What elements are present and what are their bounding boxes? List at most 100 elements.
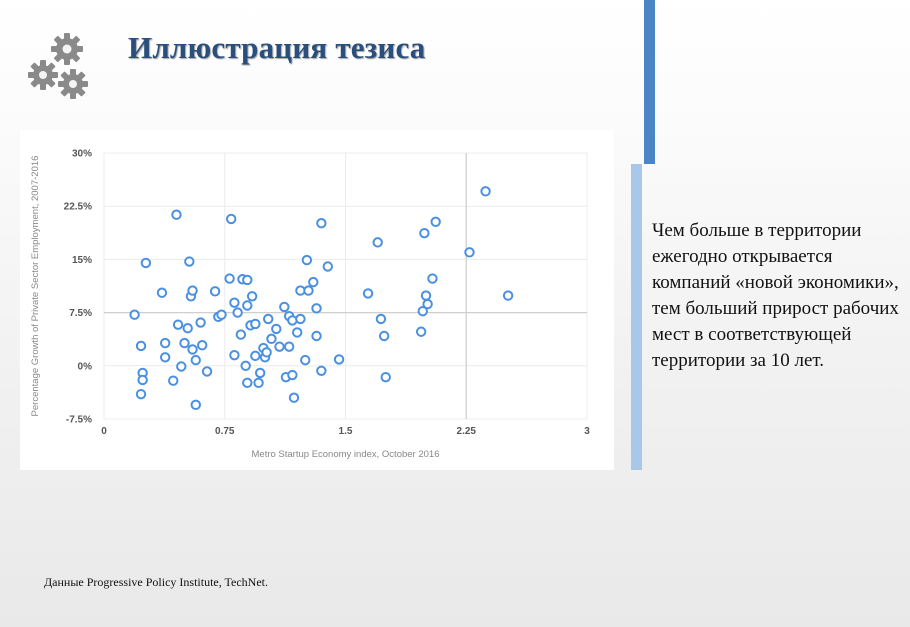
- data-point: [201, 366, 213, 377]
- y-tick-label: 30%: [72, 149, 92, 160]
- data-point: [229, 297, 240, 308]
- data-point: [271, 323, 282, 335]
- data-point: [176, 361, 187, 372]
- data-point: [242, 274, 253, 286]
- data-point: [216, 309, 227, 320]
- gears-icon: [28, 33, 88, 99]
- data-point: [287, 315, 298, 326]
- data-point: [419, 227, 430, 239]
- data-point: [253, 377, 264, 389]
- data-point: [415, 326, 427, 337]
- data-point: [172, 319, 184, 330]
- data-point: [224, 273, 235, 284]
- x-axis-label: Metro Startup Economy index, October 201…: [252, 449, 440, 460]
- data-point: [430, 216, 441, 228]
- data-point: [295, 313, 306, 325]
- y-tick-label: 7.5%: [69, 308, 92, 319]
- data-point: [250, 318, 261, 330]
- chart-points: [129, 186, 514, 411]
- data-point: [333, 354, 345, 365]
- data-point: [308, 276, 319, 288]
- data-point: [375, 313, 387, 325]
- data-point: [184, 256, 195, 267]
- data-point: [322, 261, 333, 272]
- data-point: [300, 354, 311, 366]
- y-tick-label: 22.5%: [64, 202, 92, 213]
- data-point: [372, 237, 383, 248]
- data-point: [263, 313, 274, 325]
- data-point: [182, 323, 193, 334]
- data-point: [301, 254, 313, 266]
- data-point: [279, 301, 290, 313]
- chart-panel: -7.5% 0% 7.5% 15% 22.5% 30% 0 0.75 1.5 2.25 3 Met…: [20, 130, 614, 470]
- data-point: [187, 344, 198, 355]
- data-point: [156, 287, 168, 298]
- data-point: [159, 352, 171, 363]
- y-axis-ticks: -7.5% 0% 7.5% 15% 22.5% 30%: [64, 149, 92, 426]
- chart-reference-lines: [104, 153, 587, 419]
- thesis-text: Чем больше в территории ежегодно открыва…: [652, 220, 899, 371]
- data-point: [135, 388, 147, 400]
- data-point: [378, 330, 390, 342]
- source-note: Данные Progressive Policy Institute, Tec…: [44, 575, 268, 589]
- data-point: [229, 349, 240, 361]
- data-point: [190, 354, 201, 366]
- data-point: [261, 347, 272, 358]
- data-point: [464, 247, 475, 258]
- data-point: [225, 213, 237, 225]
- data-point: [311, 303, 322, 314]
- data-point: [502, 290, 514, 301]
- data-point: [274, 341, 285, 352]
- data-point: [246, 291, 258, 302]
- slide-title: Иллюстрация тезиса: [128, 30, 426, 65]
- data-point: [427, 273, 438, 284]
- data-point: [129, 309, 140, 320]
- y-tick-label: -7.5%: [66, 415, 92, 426]
- data-point: [197, 340, 208, 351]
- data-point: [380, 371, 391, 383]
- data-point: [232, 307, 243, 318]
- data-point: [362, 288, 374, 299]
- data-point: [480, 186, 491, 197]
- data-point: [135, 340, 147, 352]
- data-point: [240, 360, 251, 372]
- scatter-chart: -7.5% 0% 7.5% 15% 22.5% 30% 0 0.75 1.5 2.25 3 Met…: [30, 149, 590, 461]
- data-point: [168, 375, 179, 386]
- x-tick-label: 3: [584, 426, 590, 437]
- data-point: [187, 285, 198, 296]
- data-point: [316, 365, 327, 376]
- x-tick-label: 2.25: [457, 426, 477, 437]
- data-point: [159, 337, 171, 349]
- data-point: [316, 218, 327, 229]
- y-axis-label: Percentage Growth of Private Sector Empl…: [30, 156, 41, 417]
- x-tick-label: 0.75: [215, 426, 235, 437]
- data-point: [303, 285, 314, 296]
- data-point: [235, 329, 247, 340]
- accent-bar-light: [631, 164, 642, 470]
- data-point: [311, 330, 322, 342]
- data-point: [266, 333, 277, 345]
- y-tick-label: 0%: [78, 361, 93, 372]
- data-point: [288, 392, 300, 403]
- y-tick-label: 15%: [72, 255, 92, 266]
- data-point: [287, 369, 298, 381]
- data-point: [195, 317, 206, 328]
- accent-bar-dark: [644, 0, 655, 164]
- data-point: [209, 286, 221, 297]
- x-tick-label: 1.5: [339, 426, 353, 437]
- data-point: [190, 399, 201, 411]
- data-point: [140, 257, 152, 269]
- data-point: [254, 367, 266, 379]
- data-point: [179, 337, 190, 349]
- data-point: [171, 209, 182, 220]
- data-point: [417, 305, 428, 317]
- data-point: [422, 298, 433, 310]
- data-point: [242, 300, 253, 311]
- data-point: [242, 377, 253, 389]
- data-point: [283, 341, 295, 352]
- x-axis-ticks: 0 0.75 1.5 2.25 3: [101, 426, 590, 437]
- x-tick-label: 0: [101, 426, 107, 437]
- data-point: [250, 350, 261, 362]
- data-point: [292, 327, 303, 338]
- data-point: [420, 290, 432, 301]
